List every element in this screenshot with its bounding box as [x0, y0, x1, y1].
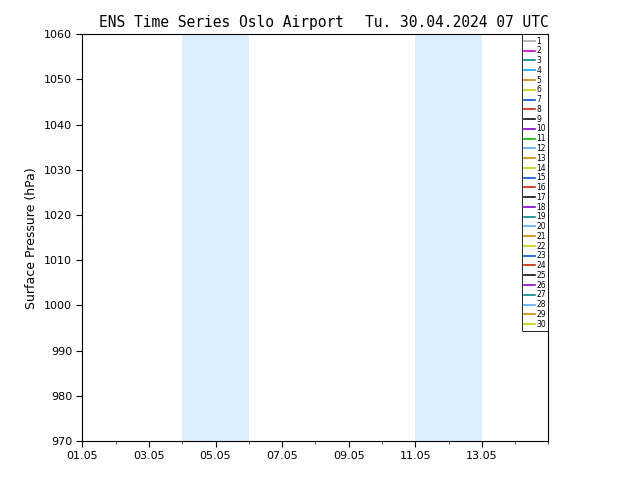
Text: Tu. 30.04.2024 07 UTC: Tu. 30.04.2024 07 UTC	[365, 15, 548, 30]
Text: ENS Time Series Oslo Airport: ENS Time Series Oslo Airport	[100, 15, 344, 30]
Legend: 1, 2, 3, 4, 5, 6, 7, 8, 9, 10, 11, 12, 13, 14, 15, 16, 17, 18, 19, 20, 21, 22, 2: 1, 2, 3, 4, 5, 6, 7, 8, 9, 10, 11, 12, 1…	[522, 34, 548, 331]
Bar	[415, 34, 482, 441]
Bar	[183, 34, 249, 441]
Y-axis label: Surface Pressure (hPa): Surface Pressure (hPa)	[25, 167, 38, 309]
